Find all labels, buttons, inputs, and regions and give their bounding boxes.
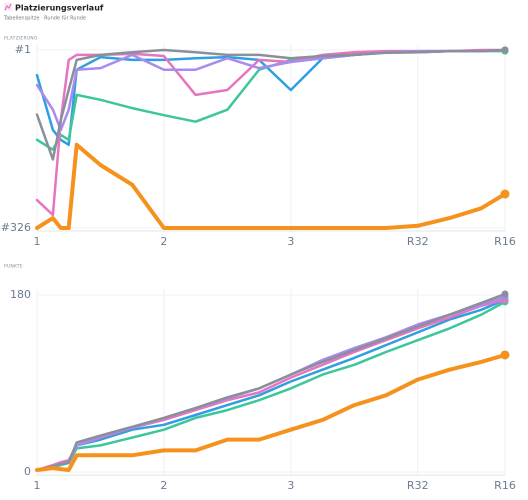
end-point [501,290,509,298]
title: Platzierungsverlauf [15,4,104,13]
end-point [500,189,510,199]
x-tick-label: 2 [160,479,167,492]
y-tick-label: 0 [24,465,31,478]
subtitle: Tabellenspitze · Runde für Runde [3,16,86,22]
x-tick-label: R16 [494,235,516,248]
x-tick-label: 2 [160,235,167,248]
icon [4,3,12,11]
y-axis-caption: PLATZIERUNG [4,36,38,42]
end-point [500,350,510,360]
x-tick-label: R16 [494,479,516,492]
x-tick-label: 3 [287,479,294,492]
x-tick-label: R32 [407,235,429,248]
y-tick-label: 180 [10,288,31,301]
y-tick-label: #1 [15,43,31,56]
y-axis-caption: PUNKTE [4,264,23,270]
series-line [35,353,507,472]
series-line [35,292,507,472]
series-line [35,48,507,132]
end-point [501,46,509,54]
x-tick-label: 1 [34,235,41,248]
x-tick-label: 3 [287,235,294,248]
y-tick-label: #326 [1,221,31,234]
x-tick-label: R32 [407,479,429,492]
series-line [35,142,507,230]
x-tick-label: 1 [34,479,41,492]
series-line [35,48,507,161]
series-line [35,48,507,217]
